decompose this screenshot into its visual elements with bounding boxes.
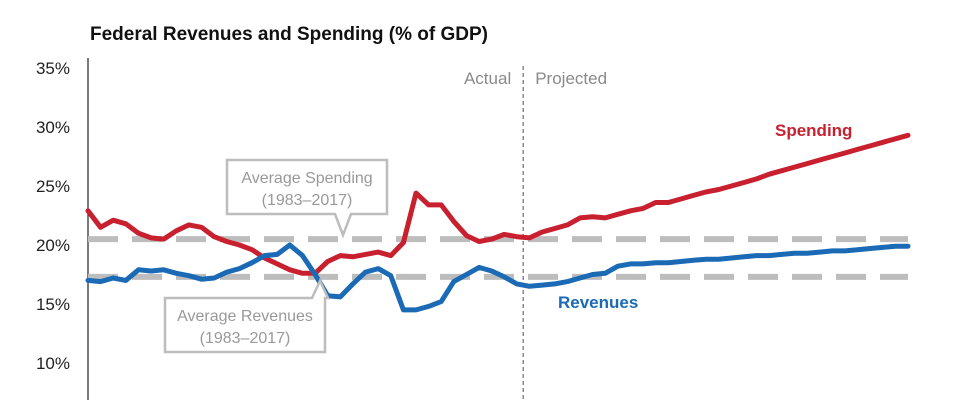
series-label-spending: Spending bbox=[775, 121, 852, 140]
series-line-revenues bbox=[85, 242, 911, 313]
y-tick-label: 35% bbox=[36, 59, 70, 78]
y-tick-label: 30% bbox=[36, 118, 70, 137]
chart-title: Federal Revenues and Spending (% of GDP) bbox=[90, 24, 488, 45]
series-label-revenues: Revenues bbox=[558, 293, 638, 312]
series-lines bbox=[85, 132, 911, 313]
y-tick-label: 10% bbox=[36, 354, 70, 373]
callout-box-spending bbox=[225, 158, 389, 239]
callout-box-revenues bbox=[163, 277, 330, 354]
projected-label: Projected bbox=[535, 69, 607, 88]
y-tick-label: 25% bbox=[36, 177, 70, 196]
actual-projected-divider: Actual Projected bbox=[464, 66, 607, 400]
axes: 10% 15% 20% 25% 30% 35% bbox=[36, 58, 89, 400]
callout-period-spending: (1983–2017) bbox=[262, 192, 353, 209]
callout-title-revenues: Average Revenues bbox=[177, 308, 313, 325]
reference-callouts: Average Spending (1983–2017) Average Reven… bbox=[163, 158, 389, 354]
series-labels: Spending Revenues bbox=[558, 121, 852, 312]
y-tick-label: 15% bbox=[36, 295, 70, 314]
callout-period-revenues: (1983–2017) bbox=[200, 330, 291, 347]
y-tick-label: 20% bbox=[36, 236, 70, 255]
actual-label: Actual bbox=[464, 69, 511, 88]
callout-title-spending: Average Spending bbox=[241, 170, 372, 187]
series-line-spending bbox=[85, 132, 911, 276]
